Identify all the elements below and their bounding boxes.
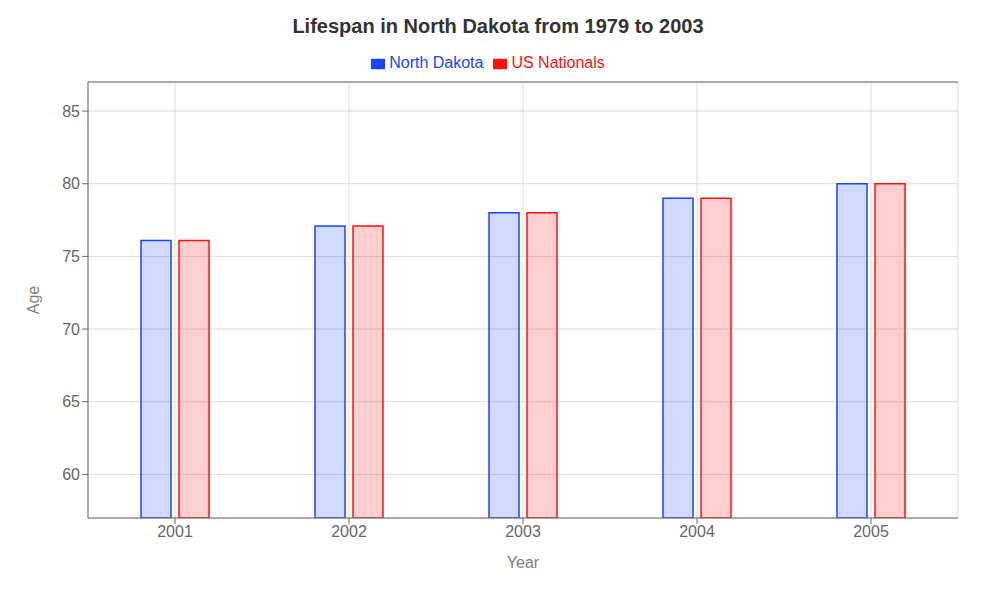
svg-text:60: 60 bbox=[62, 466, 80, 483]
svg-text:65: 65 bbox=[62, 393, 80, 410]
svg-text:2003: 2003 bbox=[505, 523, 541, 540]
svg-text:2002: 2002 bbox=[331, 523, 367, 540]
svg-text:85: 85 bbox=[62, 103, 80, 120]
svg-text:2001: 2001 bbox=[157, 523, 193, 540]
html-text:North Dakota: North Dakota bbox=[389, 54, 484, 71]
svg-text:2005: 2005 bbox=[853, 523, 889, 540]
svg-text:2004: 2004 bbox=[679, 523, 715, 540]
svg-text:Age: Age bbox=[25, 286, 42, 315]
svg-text:70: 70 bbox=[62, 321, 80, 338]
html-text:US Nationals: US Nationals bbox=[511, 54, 605, 71]
svg-text:Year: Year bbox=[507, 554, 540, 571]
svg-text:80: 80 bbox=[62, 175, 80, 192]
html-text:Lifespan in North Dakota from: Lifespan in North Dakota from 1979 to 20… bbox=[292, 15, 704, 37]
svg-text:75: 75 bbox=[62, 248, 80, 265]
